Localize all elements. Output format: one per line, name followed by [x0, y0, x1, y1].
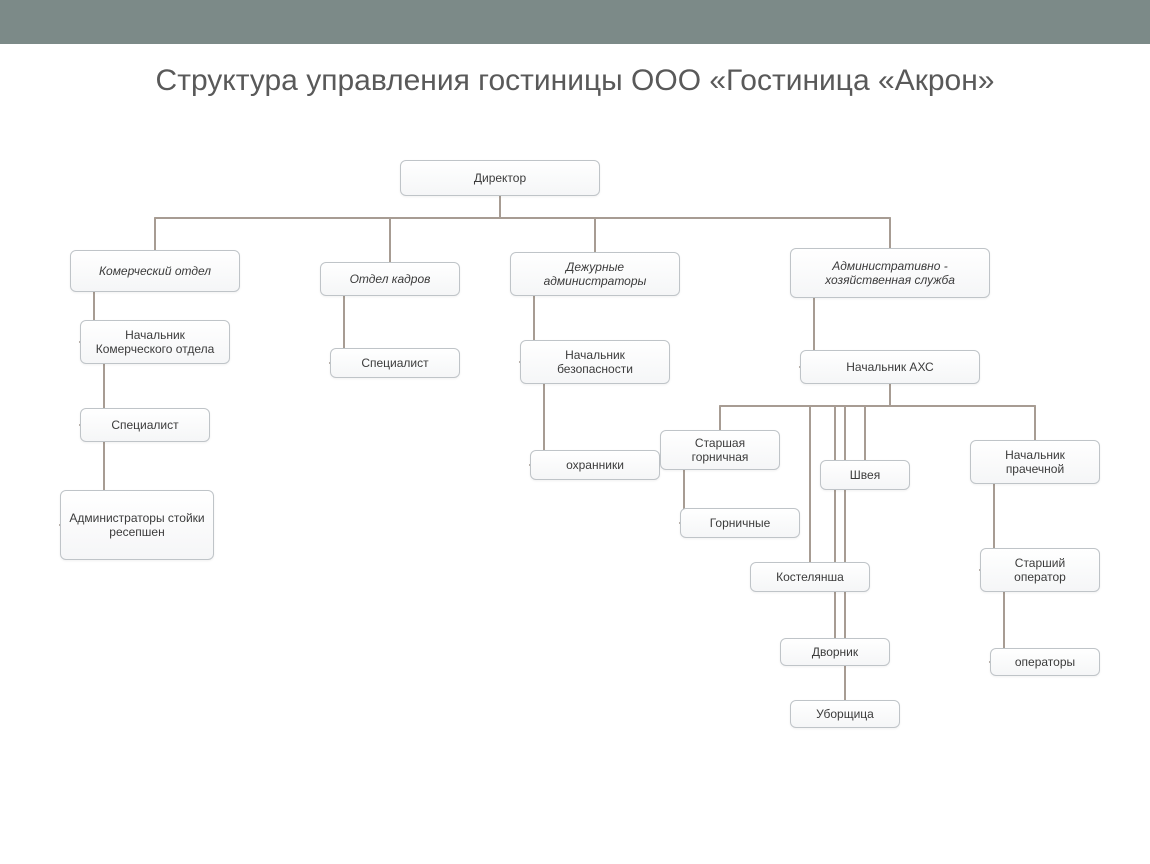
org-node-senior_operator: Старший оператор	[980, 548, 1100, 592]
org-node-cleaner: Уборщица	[790, 700, 900, 728]
org-node-senior_maid: Старшая горничная	[660, 430, 780, 470]
org-node-sec_head: Начальник безопасности	[520, 340, 670, 384]
org-node-maids: Горничные	[680, 508, 800, 538]
org-node-dutyadmins: Дежурные администраторы	[510, 252, 680, 296]
org-node-ahs_head: Начальник АХС	[800, 350, 980, 384]
org-node-comm_spec: Специалист	[80, 408, 210, 442]
org-node-commercial: Комерческий отдел	[70, 250, 240, 292]
org-node-janitor: Дворник	[780, 638, 890, 666]
org-node-guards: охранники	[530, 450, 660, 480]
org-node-hr: Отдел кадров	[320, 262, 460, 296]
org-node-reception: Администраторы стойки ресепшен	[60, 490, 214, 560]
org-chart: Директор Комерческий отдел Отдел кадров Деж…	[0, 0, 1150, 864]
org-node-seamstress: Швея	[820, 460, 910, 490]
org-node-hr_spec: Специалист	[330, 348, 460, 378]
org-node-laundry_head: Начальник прачечной	[970, 440, 1100, 484]
org-node-comm_head: Начальник Комерческого отдела	[80, 320, 230, 364]
org-node-ahs: Административно - хозяйственная служба	[790, 248, 990, 298]
org-node-kastelyansha: Костелянша	[750, 562, 870, 592]
org-node-director: Директор	[400, 160, 600, 196]
org-node-operators: операторы	[990, 648, 1100, 676]
